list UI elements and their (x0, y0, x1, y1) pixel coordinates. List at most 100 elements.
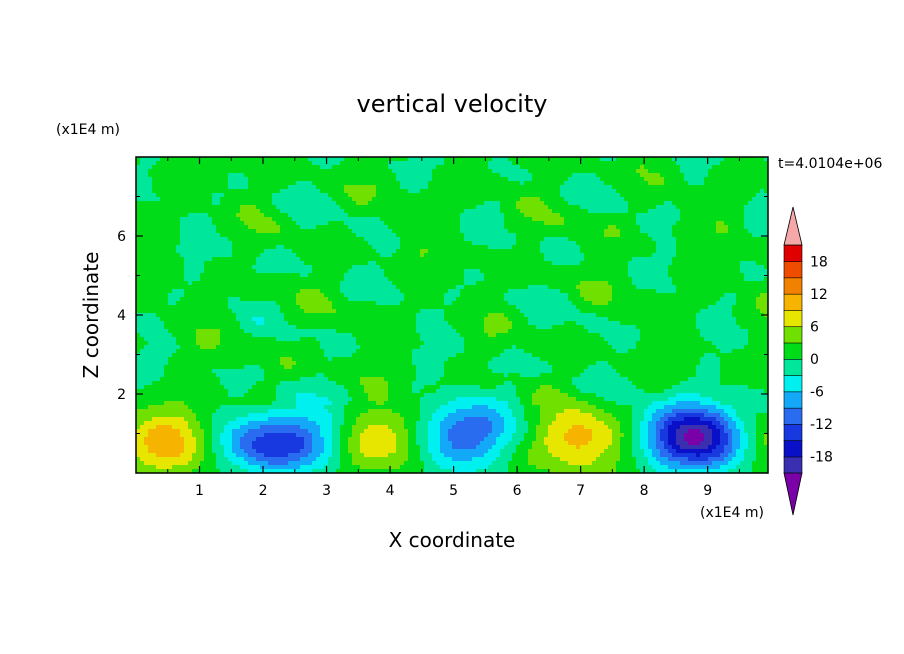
field-cell (208, 161, 213, 166)
field-cell (156, 333, 161, 338)
field-cell (220, 385, 225, 390)
field-cell (236, 245, 241, 250)
field-cell (332, 181, 337, 186)
field-cell (284, 361, 289, 366)
field-cell (272, 449, 277, 454)
field-cell (304, 221, 309, 226)
field-cell (276, 325, 281, 330)
field-cell (236, 465, 241, 470)
field-cell (144, 233, 149, 238)
field-cell (348, 229, 353, 234)
field-cell (244, 453, 249, 458)
field-cell (332, 217, 337, 222)
field-cell (140, 373, 145, 378)
field-cell (268, 241, 273, 246)
field-cell (188, 425, 193, 430)
field-cell (376, 209, 381, 214)
field-cell (288, 185, 293, 190)
field-cell (336, 361, 341, 366)
field-cell (240, 425, 245, 430)
field-cell (176, 353, 181, 358)
field-cell (152, 257, 157, 262)
field-cell (204, 285, 209, 290)
field-cell (232, 441, 237, 446)
field-cell (188, 381, 193, 386)
field-cell (312, 413, 317, 418)
field-cell (360, 265, 365, 270)
field-cell (144, 317, 149, 322)
field-cell (176, 241, 181, 246)
field-cell (196, 361, 201, 366)
y-unit-label: (x1E4 m) (56, 122, 120, 138)
field-cell (380, 253, 385, 258)
field-cell (344, 301, 349, 306)
field-cell (324, 277, 329, 282)
field-cell (276, 237, 281, 242)
field-cell (360, 393, 365, 398)
field-cell (180, 313, 185, 318)
field-cell (280, 189, 285, 194)
field-cell (188, 177, 193, 182)
field-cell (272, 433, 277, 438)
field-cell (260, 185, 265, 190)
field-cell (240, 381, 245, 386)
field-cell (156, 257, 161, 262)
field-cell (144, 409, 149, 414)
field-cell (280, 385, 285, 390)
field-cell (196, 289, 201, 294)
field-cell (212, 293, 217, 298)
field-cell (372, 401, 377, 406)
field-cell (248, 221, 253, 226)
field-cell (348, 161, 353, 166)
field-cell (160, 173, 165, 178)
field-cell (164, 221, 169, 226)
field-cell (232, 245, 237, 250)
field-cell (280, 161, 285, 166)
field-cell (180, 161, 185, 166)
field-cell (136, 361, 141, 366)
field-cell (316, 177, 321, 182)
field-cell (372, 181, 377, 186)
field-cell (328, 201, 333, 206)
field-cell (156, 389, 161, 394)
field-cell (260, 217, 265, 222)
field-cell (152, 229, 157, 234)
field-cell (356, 349, 361, 354)
field-cell (256, 261, 261, 266)
field-cell (216, 193, 221, 198)
field-cell (308, 413, 313, 418)
field-cell (152, 361, 157, 366)
field-cell (308, 469, 313, 473)
field-cell (208, 253, 213, 258)
field-cell (256, 421, 261, 426)
field-cell (308, 229, 313, 234)
field-cell (164, 269, 169, 274)
field-cell (228, 289, 233, 294)
field-cell (268, 173, 273, 178)
field-cell (184, 221, 189, 226)
field-cell (384, 309, 389, 314)
field-cell (344, 221, 349, 226)
field-cell (236, 241, 241, 246)
field-cell (192, 273, 197, 278)
field-cell (328, 281, 333, 286)
field-cell (308, 173, 313, 178)
field-cell (344, 449, 349, 454)
field-cell (160, 357, 165, 362)
field-cell (308, 177, 313, 182)
field-cell (360, 201, 365, 206)
field-cell (144, 313, 149, 318)
field-cell (300, 245, 305, 250)
field-cell (148, 297, 153, 302)
field-cell (136, 193, 141, 198)
field-cell (264, 457, 269, 462)
field-cell (192, 389, 197, 394)
field-cell (336, 441, 341, 446)
field-cell (160, 301, 165, 306)
field-cell (232, 261, 237, 266)
field-cell (376, 405, 381, 410)
field-cell (380, 353, 385, 358)
field-cell (360, 169, 365, 174)
field-cell (252, 453, 257, 458)
field-cell (168, 253, 173, 258)
